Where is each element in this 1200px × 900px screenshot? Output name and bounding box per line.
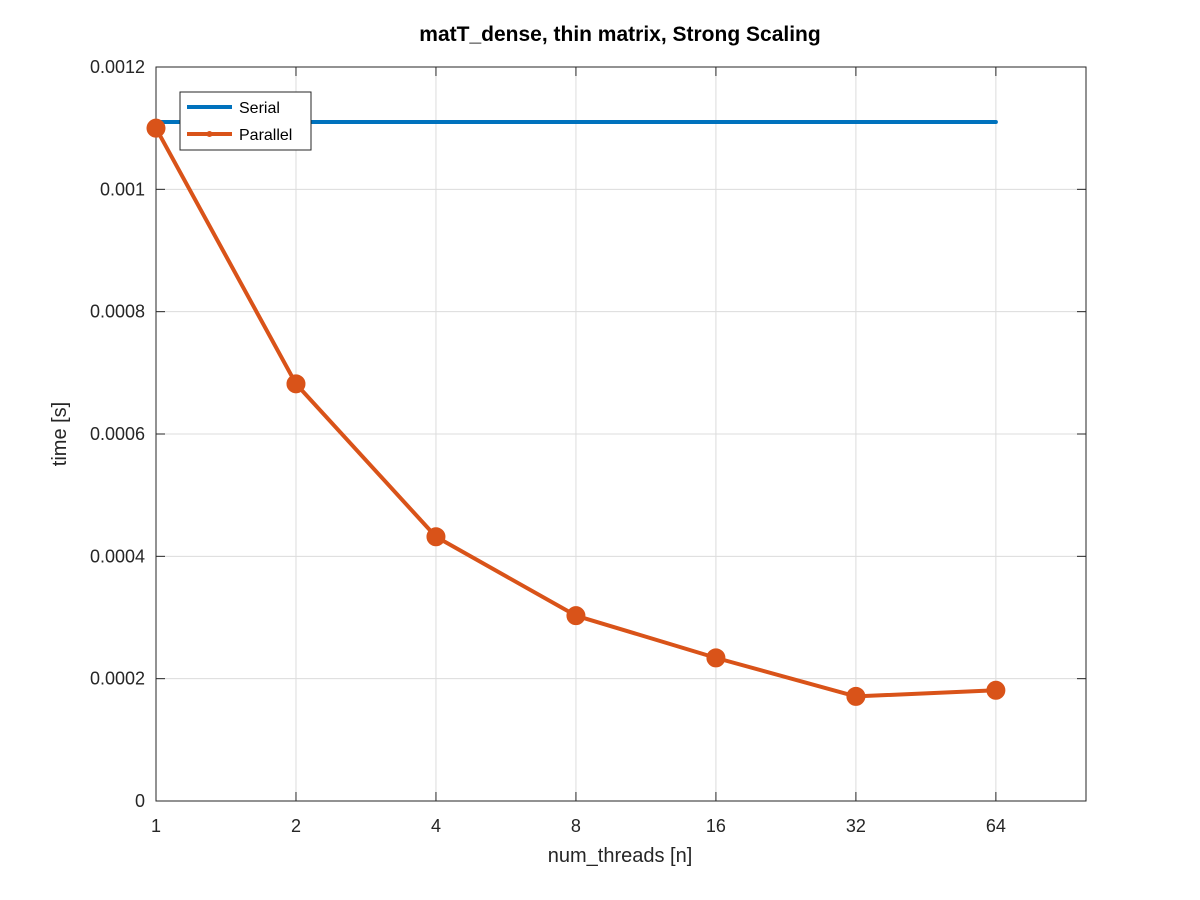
x-tick-label: 16	[706, 816, 726, 836]
x-tick-label: 64	[986, 816, 1006, 836]
parallel-data-point	[986, 680, 1006, 700]
legend-serial-label: Serial	[239, 100, 280, 117]
x-tick-label: 1	[151, 816, 161, 836]
axis-ticks	[155, 66, 1086, 802]
parallel-data-point	[286, 374, 306, 394]
parallel-data-point	[846, 686, 866, 706]
y-tick-labels: 0 0.0002 0.0004 0.0006 0.0008 0.001 0.0012	[90, 57, 145, 811]
y-tick-label: 0.0008	[90, 302, 145, 322]
x-tick-label: 32	[846, 816, 866, 836]
legend[interactable]: Serial Parallel	[179, 91, 312, 151]
y-tick-label: 0	[135, 791, 145, 811]
y-axis-label: time [s]	[49, 402, 71, 466]
parallel-data-point	[706, 648, 726, 668]
y-tick-label: 0.001	[100, 179, 145, 199]
legend-box	[179, 91, 312, 151]
legend-parallel-label: Parallel	[239, 127, 292, 144]
y-tick-label: 0.0002	[90, 669, 145, 689]
y-tick-label: 0.0006	[90, 424, 145, 444]
parallel-data-point	[566, 606, 586, 626]
grid	[156, 67, 1086, 801]
x-tick-label: 2	[291, 816, 301, 836]
y-tick-label: 0.0012	[90, 57, 145, 77]
x-axis-label: num_threads [n]	[548, 845, 693, 867]
parallel-data-point	[426, 527, 446, 547]
x-tick-label: 8	[571, 816, 581, 836]
legend-parallel-marker	[206, 131, 213, 137]
chart-title: matT_dense, thin matrix, Strong Scaling	[419, 23, 820, 46]
parallel-data-point	[146, 118, 166, 138]
x-tick-labels: 1 2 4 8 16 32 64	[151, 816, 1006, 836]
y-tick-label: 0.0004	[90, 546, 145, 566]
x-tick-label: 4	[431, 816, 441, 836]
